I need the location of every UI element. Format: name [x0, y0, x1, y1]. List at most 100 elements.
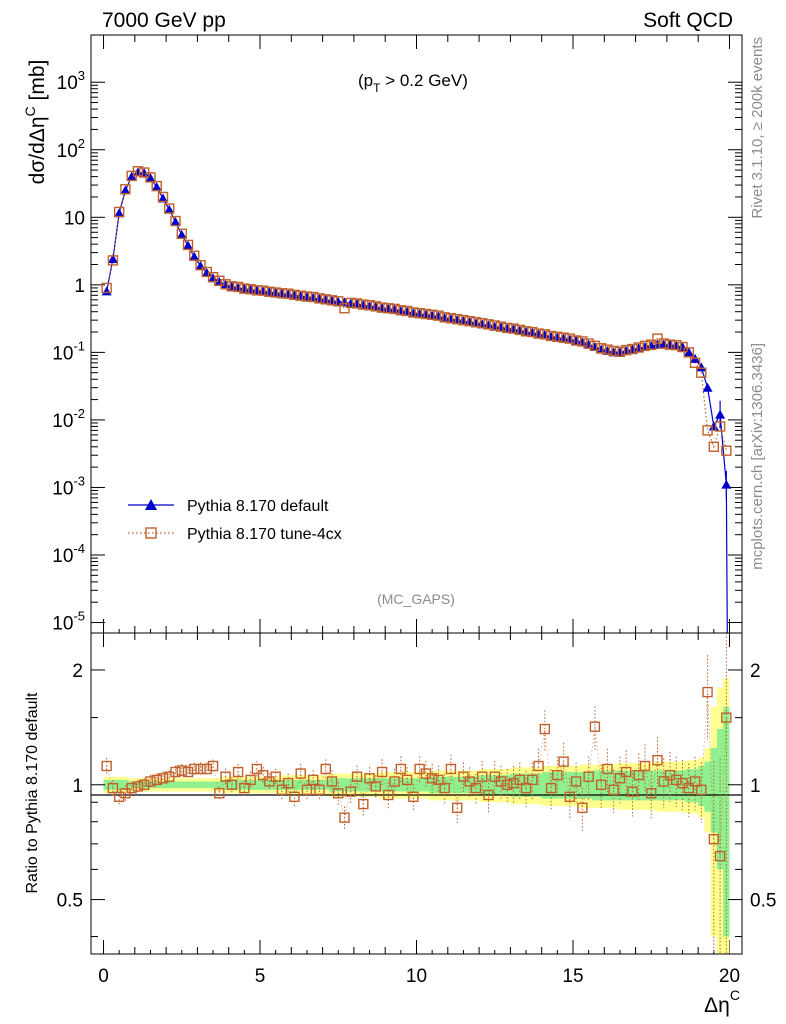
default-point: [270, 287, 281, 297]
default-point: [314, 293, 325, 303]
main-axis-ticks: 10-5 10-4 10-3 10-2 10-1 1 10 102 103: [52, 35, 742, 954]
y-tick-label: 102: [57, 136, 85, 162]
tune-point: [214, 275, 225, 286]
tune-point: [164, 203, 175, 214]
collision-label: 7000 GeV pp: [102, 9, 226, 32]
ratio-point: [220, 771, 231, 782]
tune-point: [358, 299, 369, 310]
legend-label-default: Pythia 8.170 default: [187, 498, 329, 515]
ratio-point: [383, 789, 394, 801]
ratio-point: [602, 763, 613, 775]
default-point: [308, 292, 319, 302]
ratio-point: [358, 798, 369, 810]
tune-point: [708, 441, 720, 452]
default-point: [170, 217, 181, 227]
ratio-point: [257, 769, 269, 781]
ratio-point: [145, 776, 156, 787]
tune-point: [251, 285, 263, 296]
rivet-version-label: Rivet 3.1.10, ≥ 200k events: [749, 37, 766, 219]
ratio-point: [214, 788, 225, 799]
ratio-point: [570, 776, 582, 787]
tune-point: [189, 250, 200, 261]
tune-point: [564, 333, 576, 344]
y-tick-label: 10-5: [52, 609, 85, 635]
ratio-point: [639, 760, 651, 772]
default-point: [195, 261, 206, 271]
ratio-point: [232, 766, 244, 778]
ratio-point: [151, 774, 162, 786]
y-tick-label: 10-1: [52, 338, 85, 364]
default-point: [683, 347, 694, 357]
tune-point: [671, 339, 682, 351]
tune-point: [527, 326, 538, 338]
ratio-point: [577, 802, 588, 814]
y-tick-label: 10-4: [52, 541, 85, 567]
tune-point: [101, 282, 112, 294]
ratio-point: [139, 779, 150, 790]
x-tick-label: 5: [255, 966, 266, 987]
ratio-point: [364, 773, 375, 784]
default-point: [496, 322, 507, 332]
ratio-point: [451, 802, 463, 814]
tune-point: [426, 309, 438, 321]
tune-point: [464, 315, 475, 327]
ratio-point: [401, 774, 413, 786]
tune-point: [257, 285, 269, 296]
default-point: [558, 333, 569, 343]
tune-point: [264, 286, 275, 297]
y-tick-label: 103: [57, 68, 85, 94]
ratio-y-tick-label: 0.5: [57, 891, 83, 912]
tune-point: [145, 172, 156, 183]
tune-point: [170, 215, 181, 227]
ratio-point: [195, 763, 206, 775]
default-point: [251, 285, 262, 295]
ratio-point: [564, 791, 576, 802]
y-tick-label: 10: [64, 208, 85, 229]
ratio-point: [658, 776, 669, 787]
ratio-point: [445, 763, 457, 775]
default-point: [383, 303, 394, 313]
tune-point: [664, 339, 676, 350]
ratio-point: [245, 774, 256, 786]
ratio-point: [589, 721, 601, 732]
tune-point: [458, 314, 469, 326]
ratio-point: [308, 774, 319, 786]
tune-point: [495, 321, 507, 332]
tune-point: [633, 342, 644, 353]
ratio-point: [633, 769, 644, 781]
ratio-point: [170, 766, 181, 778]
default-point: [671, 340, 682, 350]
ratio-point: [552, 769, 563, 781]
tune-point: [232, 281, 244, 293]
ratio-point: [689, 776, 701, 787]
tune-point: [721, 445, 732, 456]
default-point: [183, 240, 194, 250]
tune-point: [702, 425, 713, 436]
ratio-point: [126, 782, 137, 794]
tune-point: [558, 332, 569, 343]
default-point: [276, 288, 287, 298]
default-point: [458, 316, 469, 326]
default-point: [233, 282, 244, 292]
tune-point: [326, 295, 338, 306]
ratio-point: [182, 766, 194, 778]
pt-cut-label: (pT > 0.2 GeV): [358, 71, 468, 95]
default-line: [106, 171, 728, 634]
default-point: [320, 294, 331, 304]
default-point: [464, 317, 475, 327]
ratio-point: [583, 771, 594, 782]
ratio-point: [226, 779, 238, 790]
ratio-y-tick-label: 1: [72, 776, 83, 797]
x-tick-label: 10: [406, 966, 427, 987]
ratio-point: [702, 686, 713, 698]
tune-point: [602, 344, 613, 355]
default-point: [539, 330, 550, 340]
x-tick-label: 15: [562, 966, 583, 987]
default-point: [696, 362, 707, 372]
ratio-point: [113, 791, 125, 802]
tune-point: [370, 301, 382, 312]
tune-point: [282, 288, 294, 299]
default-point: [514, 325, 525, 335]
tune-point: [345, 297, 356, 309]
tune-point: [589, 340, 601, 352]
